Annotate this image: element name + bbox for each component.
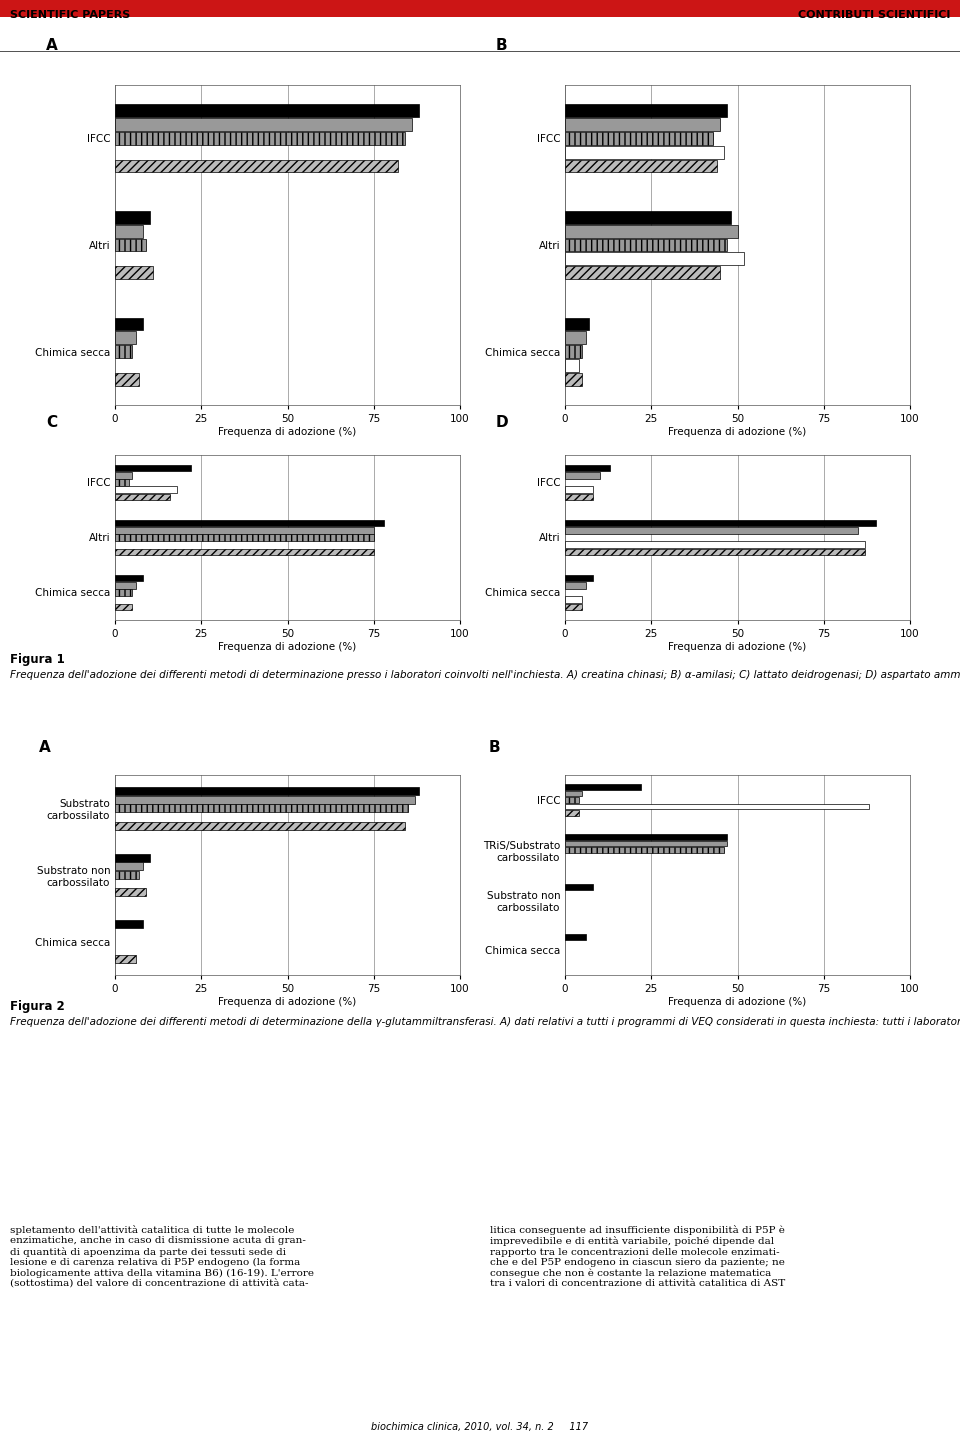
Bar: [115, 921, 143, 928]
Bar: [565, 804, 869, 810]
X-axis label: Frequenza di adozione (%): Frequenza di adozione (%): [218, 642, 356, 652]
Bar: [565, 267, 720, 278]
Bar: [115, 486, 177, 494]
Bar: [115, 465, 191, 472]
Bar: [565, 359, 579, 372]
Bar: [565, 465, 610, 472]
Bar: [565, 791, 583, 797]
Bar: [115, 238, 146, 251]
Bar: [115, 527, 373, 534]
Bar: [115, 955, 135, 962]
X-axis label: Frequenza di adozione (%): Frequenza di adozione (%): [668, 642, 806, 652]
Bar: [115, 374, 139, 385]
Bar: [565, 574, 592, 582]
Bar: [565, 548, 865, 556]
Bar: [115, 854, 150, 861]
Bar: [115, 494, 170, 501]
Bar: [565, 253, 744, 266]
X-axis label: Frequenza di adozione (%): Frequenza di adozione (%): [218, 427, 356, 437]
Bar: [115, 548, 373, 556]
Bar: [115, 472, 132, 479]
Bar: [565, 345, 583, 358]
Text: B: B: [496, 38, 508, 53]
Text: B: B: [489, 740, 501, 755]
Bar: [565, 486, 592, 494]
Bar: [115, 211, 150, 224]
Bar: [115, 795, 415, 804]
Text: SCIENTIFIC PAPERS: SCIENTIFIC PAPERS: [10, 10, 131, 20]
X-axis label: Frequenza di adozione (%): Frequenza di adozione (%): [668, 427, 806, 437]
Bar: [115, 104, 419, 117]
Bar: [565, 834, 727, 840]
Bar: [565, 104, 727, 117]
Bar: [565, 131, 713, 144]
Bar: [115, 821, 405, 830]
Bar: [565, 494, 592, 501]
Bar: [115, 332, 135, 345]
Text: Frequenza dell'adozione dei differenti metodi di determinazione della γ-glutammi: Frequenza dell'adozione dei differenti m…: [10, 1017, 960, 1027]
Bar: [115, 519, 384, 527]
Text: C: C: [46, 416, 58, 430]
Text: A: A: [39, 740, 51, 755]
Bar: [565, 934, 586, 939]
Bar: [565, 582, 586, 589]
Bar: [565, 238, 727, 251]
X-axis label: Frequenza di adozione (%): Frequenza di adozione (%): [668, 997, 806, 1007]
Bar: [565, 797, 579, 802]
Bar: [565, 118, 720, 131]
Bar: [115, 317, 143, 330]
Bar: [565, 519, 876, 527]
Bar: [115, 863, 143, 870]
Bar: [115, 225, 143, 238]
X-axis label: Frequenza di adozione (%): Frequenza di adozione (%): [218, 997, 356, 1007]
Bar: [115, 267, 153, 278]
Bar: [115, 786, 419, 795]
Bar: [565, 317, 589, 330]
Text: Figura 2: Figura 2: [10, 1000, 64, 1013]
Bar: [565, 541, 865, 548]
Bar: [115, 603, 132, 610]
Bar: [565, 472, 599, 479]
Bar: [115, 479, 129, 486]
Bar: [115, 118, 412, 131]
Text: Figura 1: Figura 1: [10, 654, 64, 667]
Text: D: D: [496, 416, 509, 430]
Bar: [115, 160, 397, 173]
Bar: [565, 885, 592, 890]
Bar: [565, 596, 583, 603]
Bar: [565, 160, 717, 173]
Text: biochimica clinica, 2010, vol. 34, n. 2     117: biochimica clinica, 2010, vol. 34, n. 2 …: [372, 1421, 588, 1431]
Bar: [115, 872, 139, 879]
Bar: [565, 332, 586, 345]
Bar: [565, 146, 724, 159]
Text: CONTRIBUTI SCIENTIFICI: CONTRIBUTI SCIENTIFICI: [798, 10, 950, 20]
Bar: [115, 534, 373, 541]
Bar: [565, 374, 583, 385]
Bar: [115, 131, 405, 144]
Bar: [115, 574, 143, 582]
Bar: [565, 847, 724, 853]
Bar: [565, 784, 641, 789]
Text: Frequenza dell'adozione dei differenti metodi di determinazione presso i laborat: Frequenza dell'adozione dei differenti m…: [10, 670, 960, 680]
Bar: [565, 840, 727, 847]
Bar: [115, 345, 132, 358]
Bar: [565, 603, 583, 610]
Bar: [115, 582, 135, 589]
Text: A: A: [46, 38, 58, 53]
Text: litica conseguente ad insufficiente disponibilità di P5P è
imprevedibile e di en: litica conseguente ad insufficiente disp…: [490, 1225, 785, 1289]
Bar: [115, 804, 408, 812]
Bar: [115, 589, 132, 596]
Bar: [565, 211, 731, 224]
Text: spletamento dell'attività catalitica di tutte le molecole
enzimatiche, anche in : spletamento dell'attività catalitica di …: [10, 1225, 314, 1289]
Bar: [565, 810, 579, 815]
Bar: [115, 889, 146, 896]
Bar: [565, 225, 737, 238]
Bar: [565, 527, 858, 534]
